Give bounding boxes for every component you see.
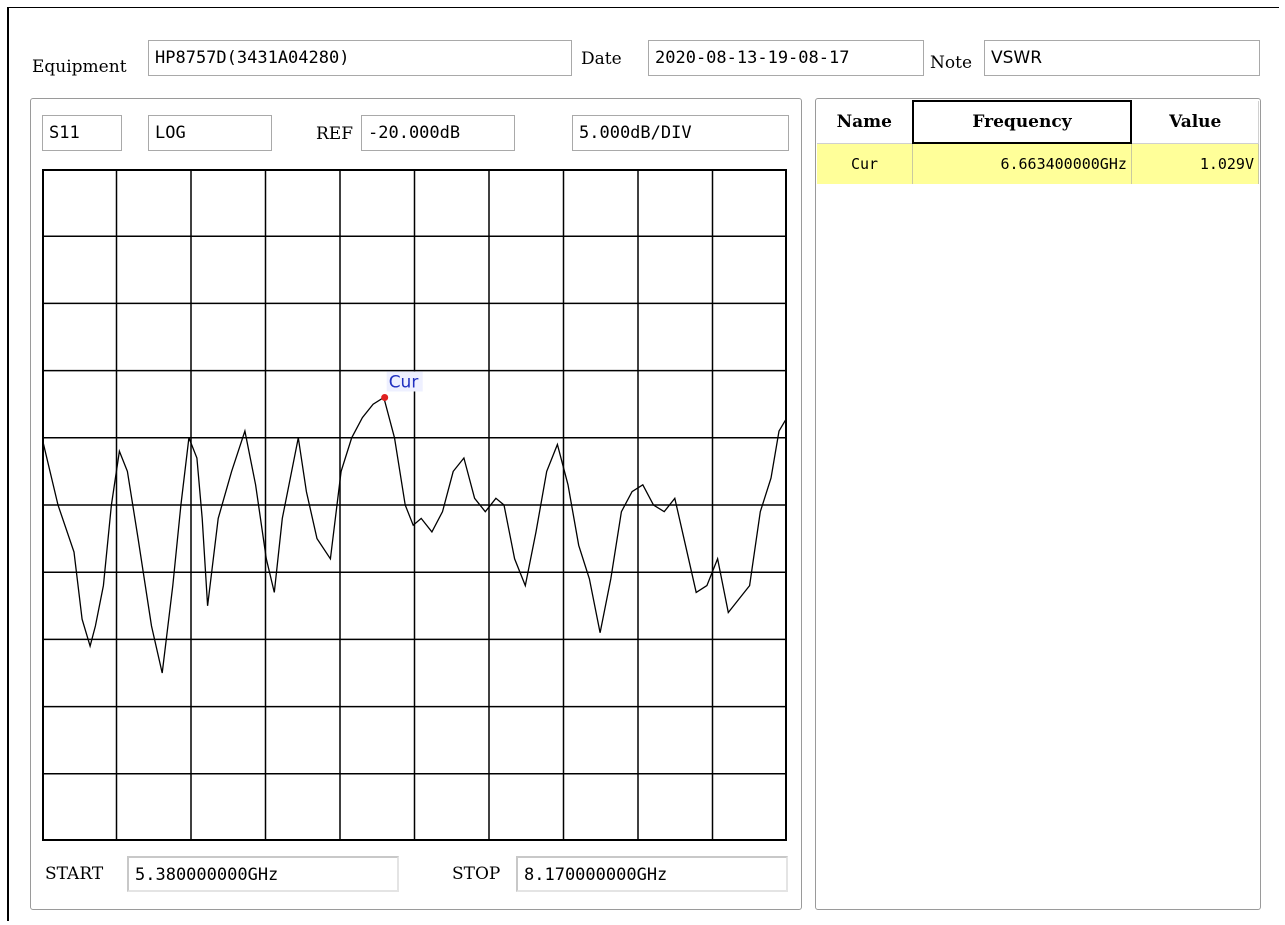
s11-trace bbox=[42, 396, 787, 674]
marker-point bbox=[381, 393, 389, 401]
equipment-label: Equipment bbox=[32, 57, 127, 77]
trace-plot[interactable]: Cur bbox=[42, 169, 787, 841]
format-field[interactable]: LOG bbox=[148, 115, 272, 151]
date-field[interactable]: 2020-08-13-19-08-17 bbox=[648, 40, 924, 76]
marker-panel bbox=[815, 98, 1261, 910]
marker-label-background bbox=[386, 371, 423, 392]
stop-field[interactable]: 8.170000000GHz bbox=[516, 856, 788, 892]
note-label: Note bbox=[930, 53, 973, 73]
ref-label: REF bbox=[316, 124, 354, 144]
marker-table: Name Frequency Value Cur 6.663400000GHz … bbox=[817, 100, 1260, 184]
note-field[interactable]: VSWR bbox=[984, 40, 1260, 76]
plot-grid bbox=[42, 169, 787, 841]
marker-label: Cur bbox=[389, 372, 419, 392]
column-name[interactable]: Name bbox=[817, 101, 914, 144]
marker-value-cell[interactable]: 1.029V bbox=[1131, 143, 1260, 184]
column-value[interactable]: Value bbox=[1131, 101, 1260, 144]
start-field[interactable]: 5.380000000GHz bbox=[127, 856, 399, 892]
channel-field[interactable]: S11 bbox=[42, 115, 122, 151]
chart-panel bbox=[30, 98, 802, 910]
stop-label: STOP bbox=[452, 864, 501, 884]
marker-frequency-cell[interactable]: 6.663400000GHz bbox=[912, 143, 1132, 184]
cur-marker: Cur bbox=[381, 371, 423, 401]
table-row[interactable]: Cur 6.663400000GHz 1.029V bbox=[817, 143, 1260, 184]
ref-field[interactable]: -20.000dB bbox=[361, 115, 515, 151]
window-frame bbox=[7, 7, 1279, 921]
date-label: Date bbox=[581, 49, 622, 69]
equipment-field[interactable]: HP8757D(3431A04280) bbox=[148, 40, 572, 76]
column-frequency[interactable]: Frequency bbox=[911, 100, 1133, 144]
marker-name-cell[interactable]: Cur bbox=[817, 143, 914, 184]
scale-field[interactable]: 5.000dB/DIV bbox=[572, 115, 789, 151]
start-label: START bbox=[45, 864, 104, 884]
